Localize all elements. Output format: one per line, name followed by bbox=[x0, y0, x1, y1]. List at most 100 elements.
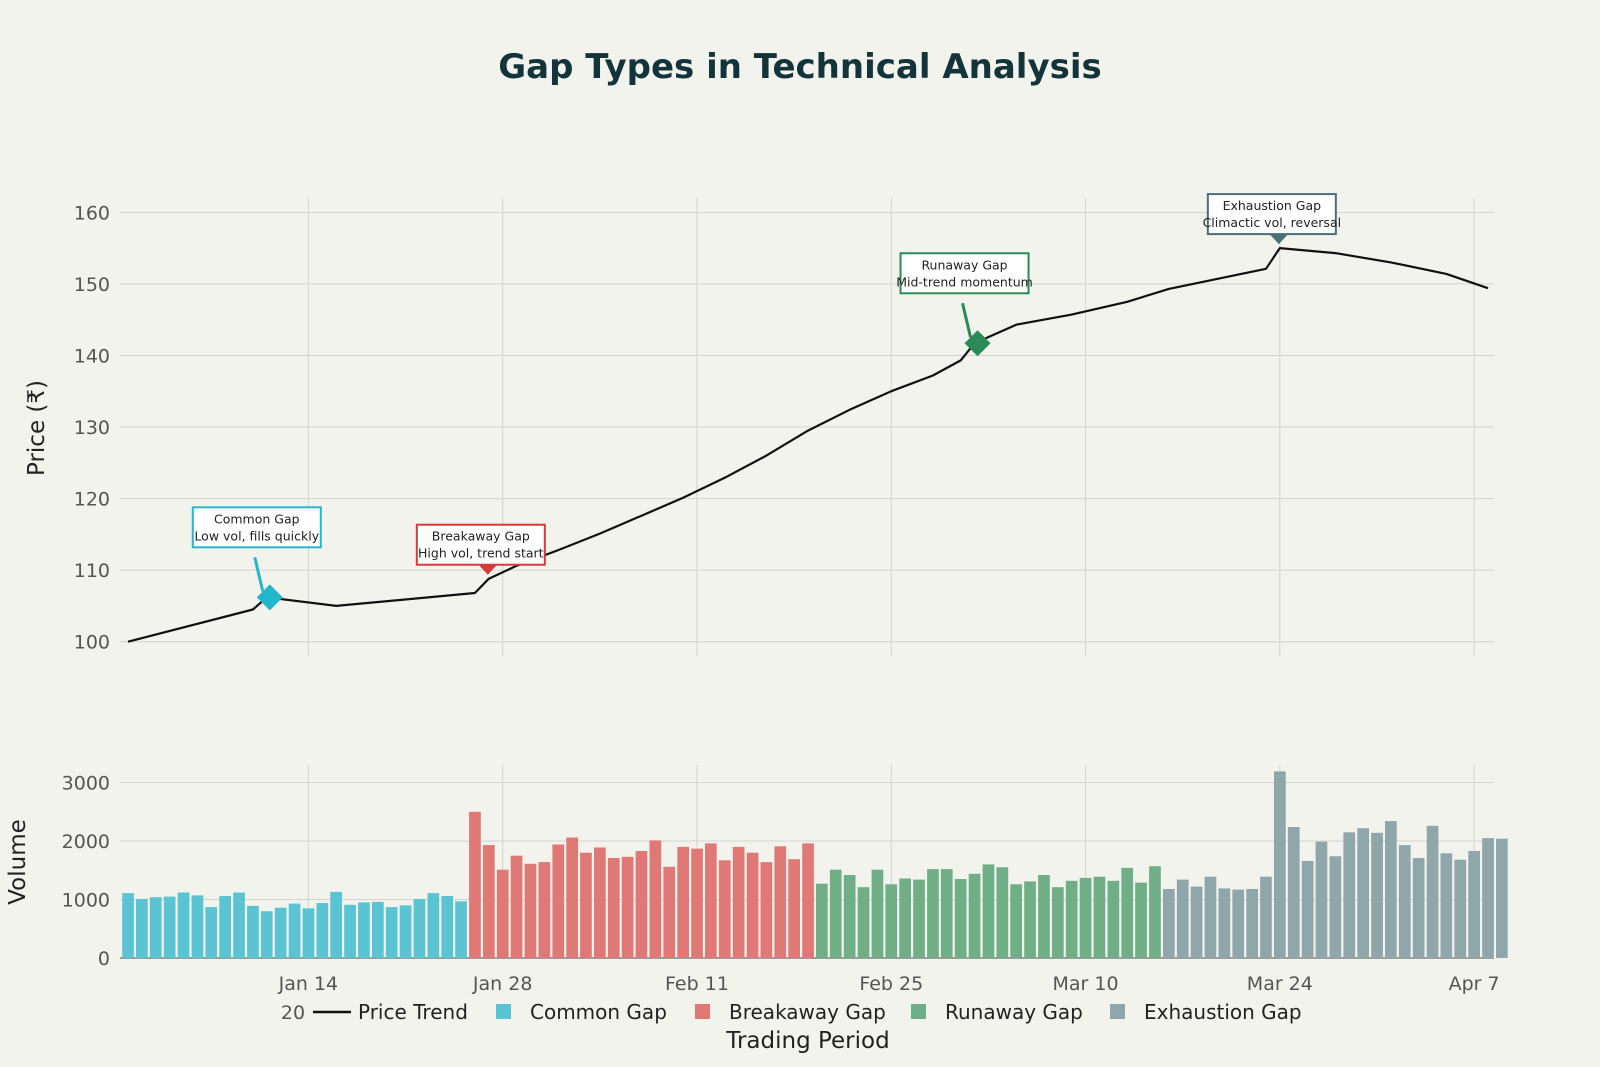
volume-bar bbox=[552, 844, 565, 958]
volume-bar bbox=[455, 901, 467, 958]
volume-bar bbox=[1301, 860, 1314, 958]
volume-bar bbox=[1079, 877, 1092, 958]
volume-bar bbox=[1065, 880, 1078, 958]
volume-bar bbox=[1274, 771, 1286, 958]
volume-bar bbox=[1218, 888, 1231, 958]
volume-bar bbox=[441, 896, 454, 958]
annotation-box bbox=[415, 523, 546, 566]
volume-bar bbox=[788, 859, 800, 958]
volume-bar bbox=[149, 897, 162, 958]
volume-bar bbox=[385, 907, 398, 958]
volume-bar bbox=[1246, 889, 1258, 958]
volume-bar bbox=[843, 875, 856, 958]
volume-bar bbox=[718, 860, 731, 958]
legend-label: Breakaway Gap bbox=[729, 1000, 886, 1024]
legend-label: Runaway Gap bbox=[945, 1000, 1083, 1024]
volume-bar bbox=[649, 840, 662, 958]
price-y-tick-label: 160 bbox=[74, 202, 110, 224]
volume-bar bbox=[663, 866, 676, 958]
gap-annotation: Exhaustion Gap Climactic vol, reversal bbox=[1203, 193, 1341, 245]
volume-bar bbox=[774, 846, 787, 958]
volume-bar bbox=[1163, 889, 1175, 958]
volume-bar bbox=[233, 892, 245, 958]
volume-bar bbox=[1329, 856, 1342, 958]
volume-bar bbox=[1412, 858, 1425, 958]
volume-bar bbox=[1357, 828, 1369, 958]
chart-title: Gap Types in Technical Analysis bbox=[498, 47, 1101, 87]
volume-bar bbox=[205, 907, 218, 958]
x-axis-year-label: 20 bbox=[281, 1002, 305, 1024]
volume-bar bbox=[1454, 859, 1467, 958]
volume-bar bbox=[802, 843, 814, 958]
volume-bar bbox=[913, 879, 925, 958]
volume-bar bbox=[760, 862, 773, 958]
volume-y-tick-label: 3000 bbox=[62, 773, 110, 795]
volume-y-axis: 0 1000 2000 3000 bbox=[62, 773, 110, 970]
volume-bar bbox=[1093, 876, 1106, 958]
price-y-tick-label: 140 bbox=[74, 345, 110, 367]
volume-bars bbox=[122, 771, 1508, 958]
volume-bar bbox=[732, 846, 745, 958]
annotation-arrow bbox=[961, 302, 972, 338]
volume-bar bbox=[580, 852, 592, 958]
volume-bar bbox=[1260, 876, 1272, 958]
price-trend-series bbox=[127, 247, 1489, 643]
gap-annotation: Breakaway Gap High vol, trend start bbox=[415, 523, 546, 575]
legend: Price Trend Common Gap Breakaway Gap Runawa… bbox=[313, 1000, 1302, 1024]
volume-bar bbox=[247, 905, 259, 958]
volume-bar bbox=[358, 902, 370, 958]
volume-bar bbox=[1190, 886, 1203, 958]
x-tick-label: Mar 10 bbox=[1053, 973, 1119, 995]
x-tick-label: Feb 11 bbox=[665, 973, 729, 995]
volume-bar bbox=[746, 852, 759, 958]
volume-bar bbox=[1426, 825, 1439, 958]
annotation-text: High vol, trend start bbox=[418, 546, 544, 561]
x-axis: Jan 14 Jan 28 Feb 11 Feb 25 Mar 10 Mar 24 Apr … bbox=[278, 973, 1500, 995]
volume-y-tick-label: 1000 bbox=[62, 890, 110, 912]
volume-bar bbox=[1385, 821, 1397, 958]
volume-bar bbox=[1010, 884, 1022, 958]
volume-bar bbox=[372, 901, 384, 958]
volume-bar bbox=[635, 851, 648, 958]
annotation-text: Low vol, fills quickly bbox=[194, 528, 319, 543]
volume-bar bbox=[1440, 853, 1453, 958]
volume-bar bbox=[122, 893, 134, 958]
volume-bar bbox=[968, 873, 981, 958]
volume-bar bbox=[1343, 832, 1356, 958]
legend-square-swatch bbox=[496, 1004, 511, 1019]
volume-bar bbox=[483, 845, 495, 958]
volume-bar bbox=[538, 862, 551, 958]
annotation-box bbox=[899, 252, 1030, 295]
volume-bar bbox=[136, 898, 148, 958]
volume-bar bbox=[1315, 841, 1328, 958]
gap-annotation: Common Gap Low vol, fills quickly bbox=[191, 506, 322, 611]
gap-annotation: Runaway Gap Mid-trend momentum bbox=[896, 252, 1033, 357]
volume-bar bbox=[1121, 867, 1134, 958]
x-tick-label: Jan 28 bbox=[472, 973, 533, 995]
volume-bar bbox=[996, 867, 1009, 958]
volume-bar bbox=[427, 893, 440, 958]
volume-bar bbox=[1371, 832, 1383, 958]
volume-bar bbox=[1468, 851, 1480, 958]
volume-bar bbox=[871, 869, 884, 958]
volume-bar bbox=[413, 898, 426, 958]
volume-bar bbox=[691, 848, 703, 958]
volume-bar bbox=[510, 855, 523, 958]
volume-bar bbox=[621, 856, 634, 958]
volume-bar bbox=[274, 907, 287, 958]
x-tick-label: Feb 25 bbox=[859, 973, 923, 995]
x-tick-label: Mar 24 bbox=[1247, 973, 1313, 995]
volume-bar bbox=[705, 843, 717, 958]
gap-marker-diamond bbox=[256, 584, 283, 611]
volume-bar bbox=[885, 884, 898, 958]
volume-y-tick-label: 0 bbox=[98, 948, 110, 970]
legend-item: Breakaway Gap bbox=[695, 1000, 886, 1024]
legend-item: Exhaustion Gap bbox=[1110, 1000, 1302, 1024]
volume-bar bbox=[260, 911, 273, 958]
annotation-box bbox=[191, 506, 322, 549]
price-axis-title: Price (₹) bbox=[24, 380, 50, 476]
annotation-arrow bbox=[253, 556, 265, 592]
volume-bar bbox=[469, 811, 481, 958]
volume-bar bbox=[163, 896, 176, 958]
volume-bar bbox=[816, 883, 828, 958]
